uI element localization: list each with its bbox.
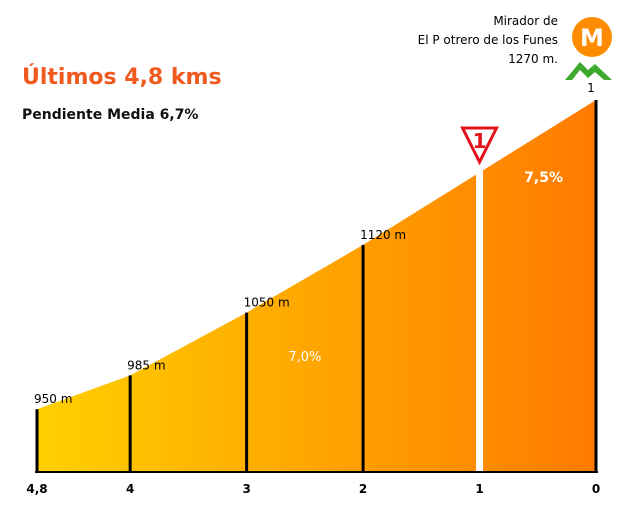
altitude-label: 1120 m [360, 228, 406, 242]
km-tick-label: 4,8 [26, 482, 47, 496]
altitude-labels: 950 m 985 m 1050 m 1120 m [34, 228, 406, 406]
km-tick-label: 4 [126, 482, 134, 496]
elevation-area [37, 100, 596, 472]
chart-title: Últimos 4,8 kms [22, 64, 222, 90]
last-km-marker: 1 [460, 126, 499, 166]
km-tick-labels: 4,8 4 3 2 1 0 [26, 482, 600, 496]
gradient-label: 7,0% [288, 350, 321, 365]
mountain-category-badge-icon [572, 17, 612, 57]
last-km-marker-label: 1 [473, 129, 487, 153]
km-tick-label: 0 [592, 482, 600, 496]
summit-name-line-2: El P otrero de los Funes [418, 33, 558, 47]
gradient-labels: 7,0% 7,5% [288, 170, 563, 365]
altitude-label: 1050 m [244, 296, 290, 310]
altitude-label: 950 m [34, 392, 72, 406]
summit-altitude: 1270 m. [508, 52, 558, 66]
summit-info: Mirador de El P otrero de los Funes 1270… [418, 14, 612, 95]
summit-name-line-1: Mirador de [493, 14, 558, 28]
km-tick-label: 2 [359, 482, 367, 496]
mountain-icon [565, 62, 612, 80]
altitude-label: 985 m [127, 358, 165, 372]
gradient-label: 7,5% [524, 170, 563, 186]
mountain-category-number: 1 [587, 81, 595, 95]
last-km-triangle-icon [460, 126, 499, 166]
badge-letter: M [580, 24, 604, 52]
km-lines [35, 100, 598, 473]
km-tick-label: 3 [242, 482, 250, 496]
km-tick-label: 1 [475, 482, 483, 496]
chart-subtitle: Pendiente Media 6,7% [22, 107, 198, 123]
